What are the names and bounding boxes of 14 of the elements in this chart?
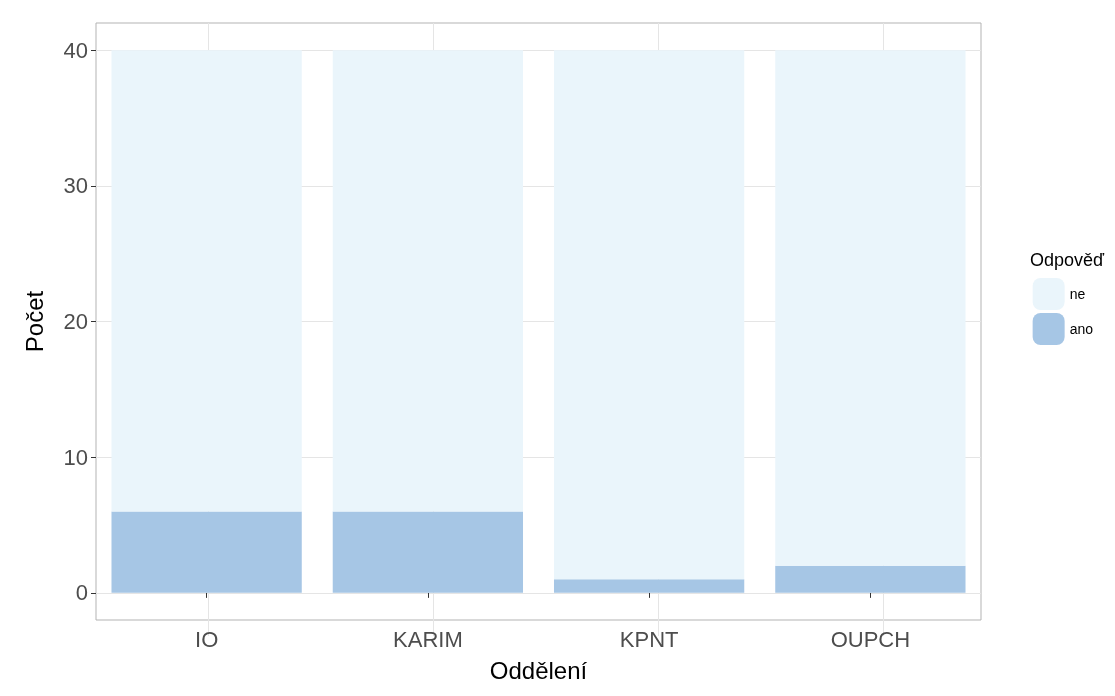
x-tick-label: IO — [195, 626, 219, 652]
x-tick-label: KPNT — [619, 626, 679, 652]
y-tick-label: 30 — [63, 173, 88, 199]
y-tick-label: 20 — [63, 309, 88, 334]
y-tick-label: 10 — [63, 444, 88, 470]
y-tick-label: 40 — [63, 37, 88, 63]
y-tick-label: 0 — [75, 580, 88, 606]
x-tick-label: KARIM — [393, 626, 463, 652]
legend-label: ne — [1069, 286, 1086, 302]
x-axis-title: Oddělení — [489, 656, 588, 684]
y-axis-title: Počet — [20, 290, 48, 353]
legend-label: ano — [1069, 321, 1094, 337]
legend-title: Odpověď — [1030, 250, 1106, 270]
x-tick-label: OUPCH — [830, 626, 911, 652]
